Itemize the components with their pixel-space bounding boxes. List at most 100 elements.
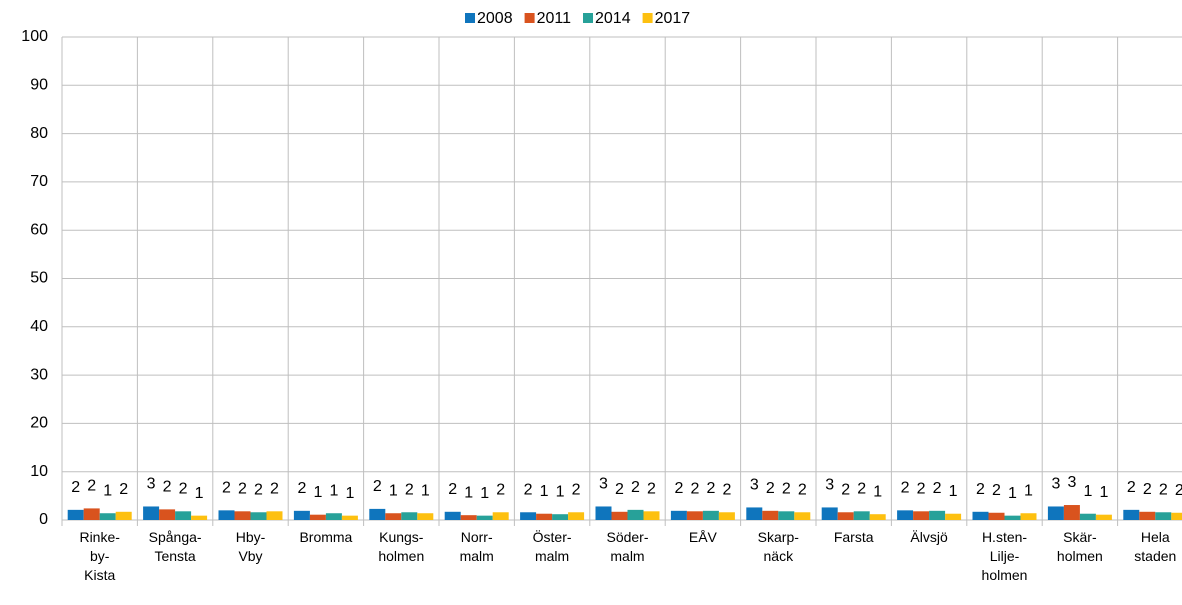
legend-label: 2014	[595, 10, 631, 27]
x-tick-label: Skär- holmen	[1056, 529, 1103, 564]
data-label: 2	[524, 481, 533, 498]
bar	[552, 514, 569, 520]
data-label: 2	[1159, 481, 1168, 498]
data-label: 1	[1099, 484, 1108, 501]
bar	[821, 507, 838, 520]
bar	[1095, 514, 1112, 520]
data-label: 2	[690, 481, 699, 498]
bar	[218, 510, 235, 520]
bar	[266, 511, 283, 520]
bar	[369, 508, 386, 520]
data-label: 2	[222, 480, 231, 497]
data-label: 2	[1175, 482, 1182, 499]
data-label: 3	[1051, 476, 1060, 493]
bar	[175, 511, 192, 520]
data-label: 1	[103, 482, 112, 499]
bar	[1079, 513, 1096, 520]
bar	[568, 512, 585, 520]
data-label: 1	[540, 483, 549, 500]
bar	[460, 515, 477, 520]
data-label: 2	[238, 481, 247, 498]
data-label: 1	[480, 485, 489, 502]
bar	[1139, 511, 1156, 520]
x-tick-label: Rinke- by- Kista	[79, 529, 120, 583]
bar	[746, 507, 763, 520]
bar	[143, 506, 160, 520]
bar	[309, 514, 326, 520]
bar	[929, 510, 946, 520]
bar	[250, 512, 267, 520]
data-label: 2	[782, 481, 791, 498]
data-label: 2	[572, 481, 581, 498]
bar	[417, 513, 434, 520]
data-label: 1	[329, 482, 338, 499]
bar	[627, 509, 644, 520]
data-label: 2	[631, 479, 640, 496]
x-tick-label: Öster- malm	[532, 529, 572, 564]
y-tick-label: 70	[30, 173, 48, 190]
data-label: 1	[389, 482, 398, 499]
data-label: 2	[976, 481, 985, 498]
x-tick-label: H.sten- Lilje- holmen	[981, 529, 1028, 583]
x-tick-label: EÅV	[688, 529, 717, 545]
data-label: 3	[147, 476, 156, 493]
bar	[794, 512, 811, 520]
bar	[988, 512, 1005, 520]
x-tick-label: Norr- malm	[459, 529, 494, 564]
bar	[1063, 505, 1080, 520]
bar	[686, 511, 703, 520]
bar	[718, 512, 735, 520]
bar	[520, 512, 537, 520]
bar	[536, 513, 553, 520]
data-label: 2	[706, 480, 715, 497]
data-label: 1	[345, 485, 354, 502]
x-tick-label: Bromma	[299, 529, 353, 545]
data-label: 2	[992, 482, 1001, 499]
data-label: 1	[1083, 483, 1092, 500]
x-tick-label: Hby- Vby	[235, 529, 266, 564]
bar	[476, 515, 493, 520]
data-label: 2	[1127, 479, 1136, 496]
y-tick-label: 40	[30, 318, 48, 335]
bar	[670, 510, 687, 520]
data-label: 1	[195, 485, 204, 502]
data-label: 2	[496, 481, 505, 498]
y-tick-label: 100	[21, 28, 48, 45]
y-tick-label: 30	[30, 366, 48, 383]
data-label: 2	[933, 480, 942, 497]
x-tick-label: Spånga- Tensta	[148, 529, 202, 564]
data-label: 2	[163, 479, 172, 496]
x-tick-label: Söder- malm	[606, 529, 649, 564]
data-label: 3	[1067, 474, 1076, 491]
bar	[837, 512, 854, 520]
bar	[1123, 509, 1140, 520]
bar	[325, 513, 342, 520]
data-label: 2	[270, 481, 279, 498]
bar	[115, 511, 132, 520]
bar	[913, 511, 930, 520]
y-tick-label: 60	[30, 221, 48, 238]
bar	[945, 513, 962, 520]
bar	[385, 513, 402, 520]
bar	[869, 514, 886, 520]
data-label: 2	[722, 481, 731, 498]
y-tick-label: 50	[30, 270, 48, 287]
data-label: 2	[297, 480, 306, 497]
bar	[1047, 506, 1064, 520]
bar	[1171, 512, 1182, 520]
y-tick-label: 90	[30, 77, 48, 94]
bar	[1155, 512, 1172, 520]
data-label: 2	[179, 481, 188, 498]
bar	[293, 510, 310, 520]
bar	[99, 513, 116, 520]
data-label: 2	[1143, 481, 1152, 498]
data-label: 1	[873, 483, 882, 500]
legend-label: 2011	[537, 10, 572, 27]
data-label: 2	[674, 480, 683, 497]
y-tick-label: 10	[30, 463, 48, 480]
bar	[234, 511, 251, 520]
data-label: 1	[464, 484, 473, 501]
data-label: 2	[119, 481, 128, 498]
data-label: 2	[857, 481, 866, 498]
